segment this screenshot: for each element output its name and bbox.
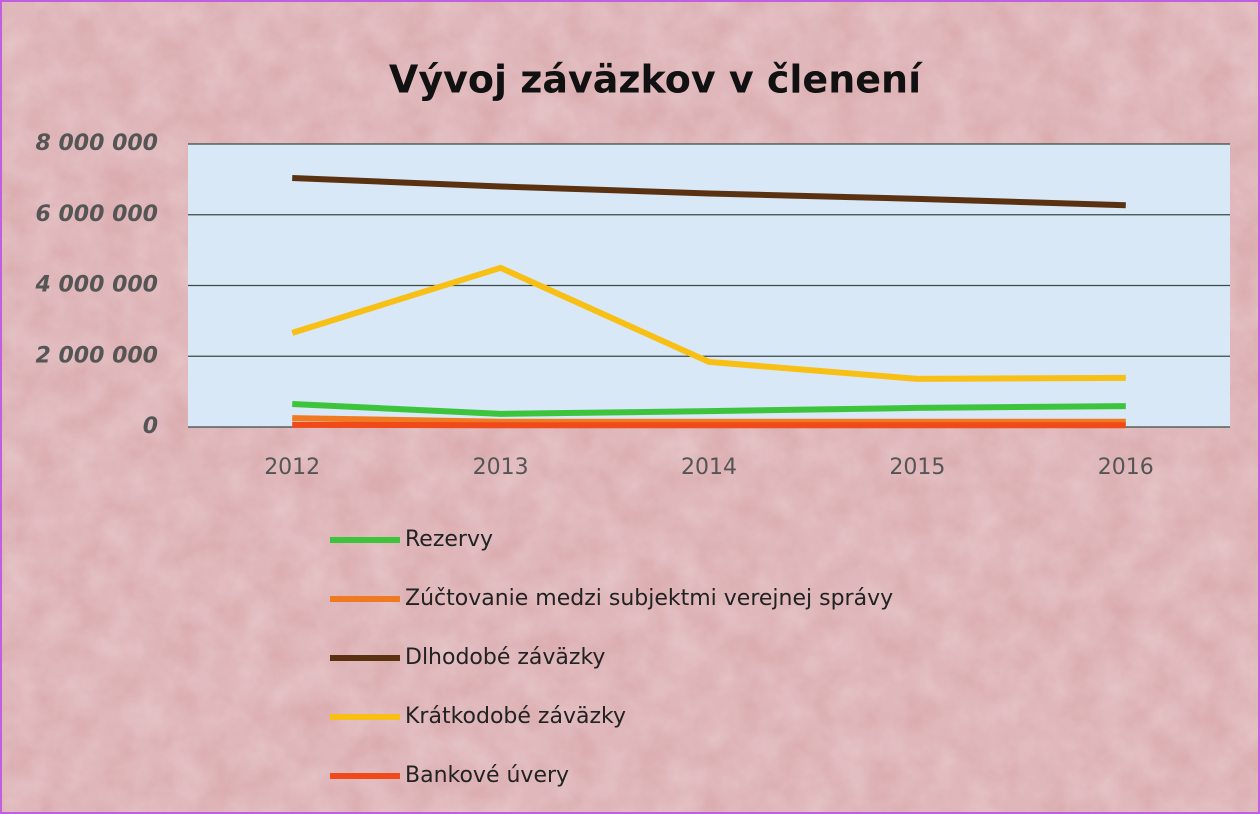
series-line — [292, 174, 1126, 209]
y-tick-label: 2 000 000 — [36, 343, 158, 368]
y-tick-label: 6 000 000 — [36, 202, 158, 227]
chart-title: Vývoj záväzkov v členení — [389, 58, 923, 102]
x-tick-label: 2013 — [473, 455, 529, 480]
legend-label: Zúčtovanie medzi subjektmi verejnej sprá… — [405, 586, 893, 611]
y-tick-label: 0 — [143, 414, 158, 439]
series-line — [292, 401, 1126, 417]
legend-label: Rezervy — [405, 527, 493, 552]
series-line — [292, 415, 1126, 425]
legend-label: Krátkodobé záväzky — [405, 704, 626, 729]
y-tick-label: 8 000 000 — [36, 131, 158, 156]
legend-label: Bankové úvery — [405, 763, 569, 788]
legend-label: Dlhodobé záväzky — [405, 645, 605, 670]
x-tick-label: 2015 — [889, 455, 945, 480]
series-line — [291, 264, 1126, 382]
x-tick-label: 2012 — [264, 455, 320, 480]
y-tick-label: 4 000 000 — [35, 273, 158, 298]
x-tick-label: 2014 — [681, 455, 737, 480]
x-tick-label: 2016 — [1098, 455, 1154, 480]
